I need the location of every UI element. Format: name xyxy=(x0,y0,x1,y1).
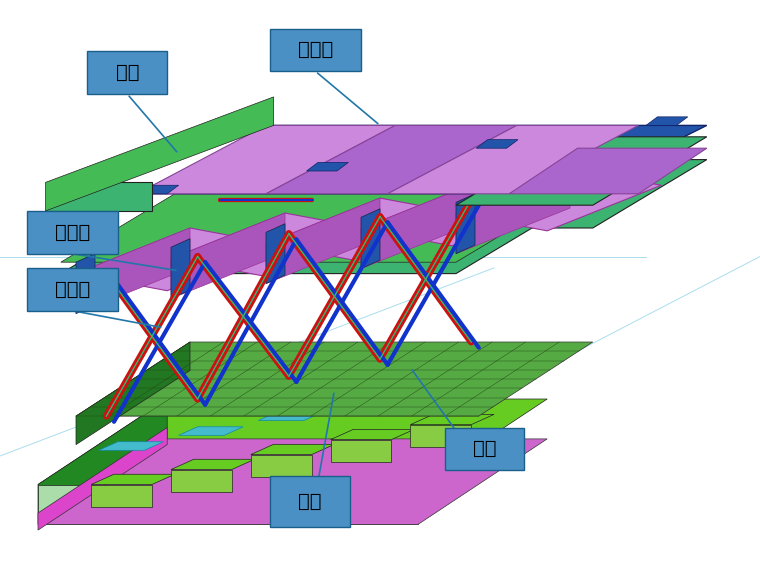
Polygon shape xyxy=(99,442,163,450)
Polygon shape xyxy=(38,484,418,524)
Polygon shape xyxy=(410,425,471,447)
Polygon shape xyxy=(76,228,281,291)
Polygon shape xyxy=(266,198,471,261)
Polygon shape xyxy=(361,183,475,268)
Polygon shape xyxy=(331,439,391,462)
FancyBboxPatch shape xyxy=(270,476,350,527)
Polygon shape xyxy=(456,168,570,254)
Polygon shape xyxy=(251,455,312,478)
Polygon shape xyxy=(61,205,570,274)
Polygon shape xyxy=(388,125,638,194)
Polygon shape xyxy=(509,148,707,194)
Polygon shape xyxy=(61,194,570,262)
Polygon shape xyxy=(38,428,167,530)
FancyBboxPatch shape xyxy=(87,51,167,94)
Text: 上弦: 上弦 xyxy=(116,63,139,82)
Polygon shape xyxy=(38,399,167,524)
Text: 桥面系: 桥面系 xyxy=(55,280,90,299)
Polygon shape xyxy=(46,97,274,211)
Polygon shape xyxy=(171,239,190,299)
Polygon shape xyxy=(266,223,285,283)
Polygon shape xyxy=(477,140,518,148)
FancyBboxPatch shape xyxy=(27,211,118,254)
Polygon shape xyxy=(456,168,661,231)
FancyBboxPatch shape xyxy=(270,28,361,71)
Polygon shape xyxy=(266,125,517,194)
Polygon shape xyxy=(646,117,688,125)
Polygon shape xyxy=(266,198,380,284)
Polygon shape xyxy=(171,213,376,276)
FancyBboxPatch shape xyxy=(445,428,524,470)
Polygon shape xyxy=(46,182,152,211)
Text: 上平联: 上平联 xyxy=(298,40,333,59)
Polygon shape xyxy=(91,474,175,484)
Polygon shape xyxy=(76,342,190,445)
Polygon shape xyxy=(171,213,285,299)
Polygon shape xyxy=(306,162,348,171)
Polygon shape xyxy=(137,125,395,194)
Polygon shape xyxy=(361,209,380,268)
Polygon shape xyxy=(171,459,255,470)
Polygon shape xyxy=(456,137,707,205)
Polygon shape xyxy=(251,445,334,455)
Polygon shape xyxy=(338,397,403,405)
Text: 上横联: 上横联 xyxy=(55,223,90,242)
Polygon shape xyxy=(137,125,707,194)
Polygon shape xyxy=(91,484,152,507)
Polygon shape xyxy=(137,185,179,194)
Text: 腹杆: 腹杆 xyxy=(473,439,496,458)
Polygon shape xyxy=(331,429,414,439)
Polygon shape xyxy=(38,439,547,524)
Polygon shape xyxy=(76,342,593,416)
Polygon shape xyxy=(410,414,494,425)
Polygon shape xyxy=(418,382,483,390)
Polygon shape xyxy=(38,399,547,484)
Polygon shape xyxy=(258,412,323,421)
Polygon shape xyxy=(190,160,707,228)
Polygon shape xyxy=(76,228,190,314)
Polygon shape xyxy=(361,183,566,246)
Polygon shape xyxy=(179,427,243,435)
Polygon shape xyxy=(456,194,475,254)
Polygon shape xyxy=(171,470,232,492)
Text: 下弦: 下弦 xyxy=(298,492,321,511)
Polygon shape xyxy=(76,254,95,314)
FancyBboxPatch shape xyxy=(27,268,118,311)
